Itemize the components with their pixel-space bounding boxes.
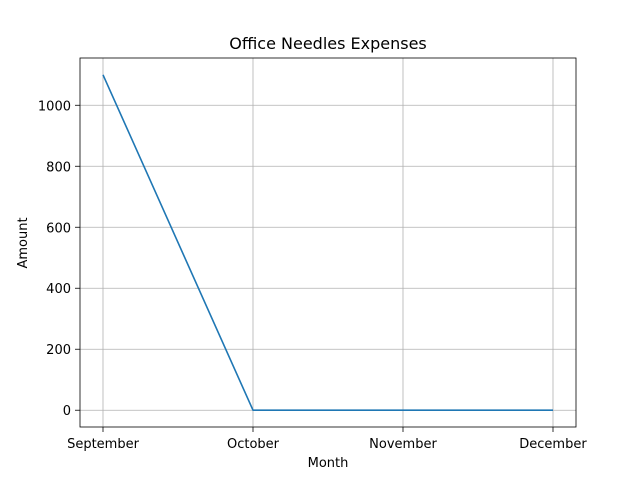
y-tick-label: 200 <box>46 343 71 358</box>
x-axis-label: Month <box>308 456 349 471</box>
plot-frame <box>79 57 577 428</box>
axis-ticks: September October November December 0 200 400 6… <box>38 99 587 452</box>
y-axis-label: Amount <box>16 217 31 268</box>
y-tick-label: 0 <box>63 404 71 419</box>
x-tick-label: September <box>67 437 140 452</box>
series-layer <box>102 74 554 412</box>
x-tick-label: October <box>227 437 280 452</box>
series-line <box>102 74 553 412</box>
x-tick-label: November <box>369 437 437 452</box>
y-tick-label: 800 <box>46 160 71 175</box>
y-tick-label: 600 <box>46 221 71 236</box>
x-tick-label: December <box>519 437 587 452</box>
y-tick-label: 400 <box>46 282 71 297</box>
y-tick-label: 1000 <box>38 99 71 114</box>
chart-title: Office Needles Expenses <box>229 34 427 53</box>
